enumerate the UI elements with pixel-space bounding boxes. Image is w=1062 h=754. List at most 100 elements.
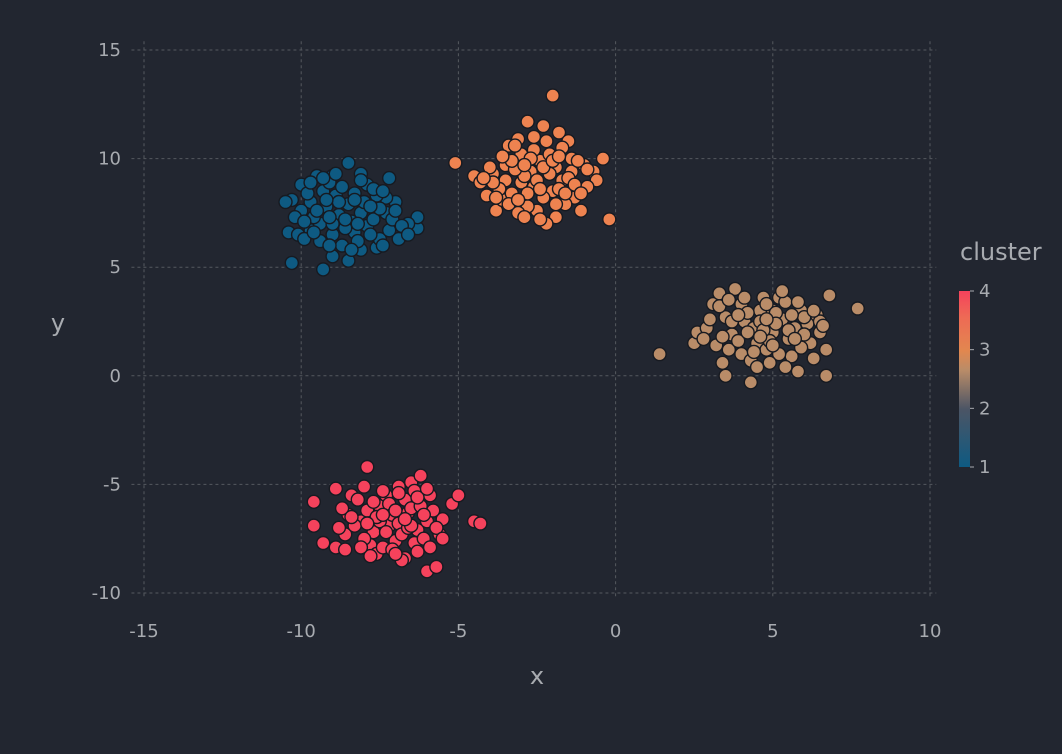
cluster-4-point (451, 488, 466, 503)
cluster-2-point (819, 368, 834, 383)
cluster-2-point (790, 364, 806, 379)
cluster-4-point (410, 490, 425, 505)
legend-title: cluster (960, 238, 1042, 266)
cluster-1-point (328, 166, 343, 182)
cluster-2-point (806, 303, 821, 318)
cluster-3-point (482, 160, 497, 175)
x-axis-label: x (530, 662, 544, 690)
x-tick-label: -15 (129, 621, 158, 642)
cluster-2-point (746, 344, 762, 360)
cluster-1-point (375, 183, 391, 199)
cluster-4-point (391, 485, 406, 501)
cluster-2-point (778, 359, 793, 375)
cluster-4-point (334, 501, 350, 516)
cluster-1-point (322, 209, 337, 225)
cluster-1-point (303, 175, 318, 190)
cluster-4-point (306, 494, 321, 509)
cluster-2-point (850, 301, 865, 316)
cluster-4-point (356, 479, 372, 494)
cluster-1-point (316, 170, 331, 186)
cluster-3-point (526, 129, 542, 145)
cluster-2-point (731, 307, 746, 323)
cluster-4-point (435, 531, 450, 546)
cluster-3-point (517, 157, 532, 173)
cluster-2-point (784, 307, 799, 323)
cluster-1-point (284, 255, 299, 271)
cluster-1-point (366, 212, 381, 227)
cluster-1-point (334, 179, 350, 195)
cluster-1-point (347, 192, 362, 208)
cluster-4-point (429, 520, 444, 535)
cluster-2-point (775, 283, 790, 299)
cluster-3-point (558, 186, 573, 201)
cluster-3-point (551, 125, 567, 140)
cluster-3-point (488, 190, 504, 205)
cluster-2-point (740, 325, 755, 340)
cluster-1-point (319, 192, 334, 208)
cluster-1-series (278, 155, 425, 277)
cluster-1-point (375, 238, 391, 253)
cluster-1-point (400, 227, 416, 242)
x-tick-label: 10 (919, 621, 942, 642)
cluster-2-point (753, 329, 768, 344)
cluster-1-point (350, 216, 365, 232)
colorbar-tick-label: 4 (979, 281, 990, 302)
cluster-1-point (278, 194, 293, 210)
cluster-2-point (819, 342, 834, 357)
y-tick-label: 5 (110, 257, 121, 278)
cluster-4-point (375, 507, 391, 522)
data-points (278, 88, 865, 579)
cluster-2-point (765, 338, 780, 353)
cluster-3-point (573, 186, 589, 201)
x-tick-label: -10 (286, 621, 315, 642)
cluster-3-point (520, 114, 535, 129)
cluster-2-point (759, 296, 774, 312)
cluster-1-point (306, 225, 321, 240)
cluster-2-point (715, 329, 730, 344)
cluster-4-point (353, 540, 369, 555)
x-tick-label: -5 (449, 621, 467, 642)
cluster-3-point (551, 149, 567, 164)
cluster-2-point (759, 312, 774, 327)
cluster-2-point (652, 346, 667, 362)
cluster-3-point (448, 155, 463, 171)
cluster-3-series (448, 88, 617, 232)
cluster-4-point (328, 481, 343, 496)
cluster-4-point (360, 459, 375, 475)
cluster-4-point (331, 520, 347, 535)
cluster-4-point (473, 516, 488, 531)
cluster-2-point (787, 331, 802, 347)
cluster-4-point (366, 494, 381, 509)
cluster-4-point (410, 544, 425, 559)
cluster-2-point (743, 375, 758, 390)
cluster-4-point (413, 468, 428, 483)
cluster-4-point (429, 559, 444, 575)
cluster-2-point (718, 368, 733, 383)
cluster-3-point (570, 153, 586, 169)
colorbar (959, 291, 970, 467)
cluster-1-point (388, 203, 403, 218)
cluster-3-point (595, 151, 611, 166)
cluster-2-point (737, 290, 752, 305)
cluster-1-point (338, 212, 353, 227)
cluster-2-series (652, 281, 865, 390)
cluster-1-point (316, 262, 331, 277)
cluster-4-point (422, 540, 438, 555)
cluster-1-point (363, 199, 378, 214)
cluster-4-point (419, 481, 435, 496)
axis-tick-labels: -15 -10 -5 0 5 10 -10 -5 0 5 10 15 (92, 40, 942, 642)
y-tick-label: 10 (98, 149, 121, 170)
cluster-2-point (815, 318, 831, 333)
cluster-4-point (316, 535, 331, 551)
cluster-4-point (416, 507, 431, 522)
cluster-2-point (721, 342, 736, 357)
cluster-2-point (822, 288, 837, 303)
cluster-3-point (476, 170, 491, 186)
colorbar-tick-label: 2 (979, 398, 990, 419)
y-tick-label: -10 (92, 583, 121, 604)
cluster-3-point (532, 212, 548, 227)
cluster-3-point (548, 196, 564, 212)
cluster-3-point (517, 209, 532, 225)
